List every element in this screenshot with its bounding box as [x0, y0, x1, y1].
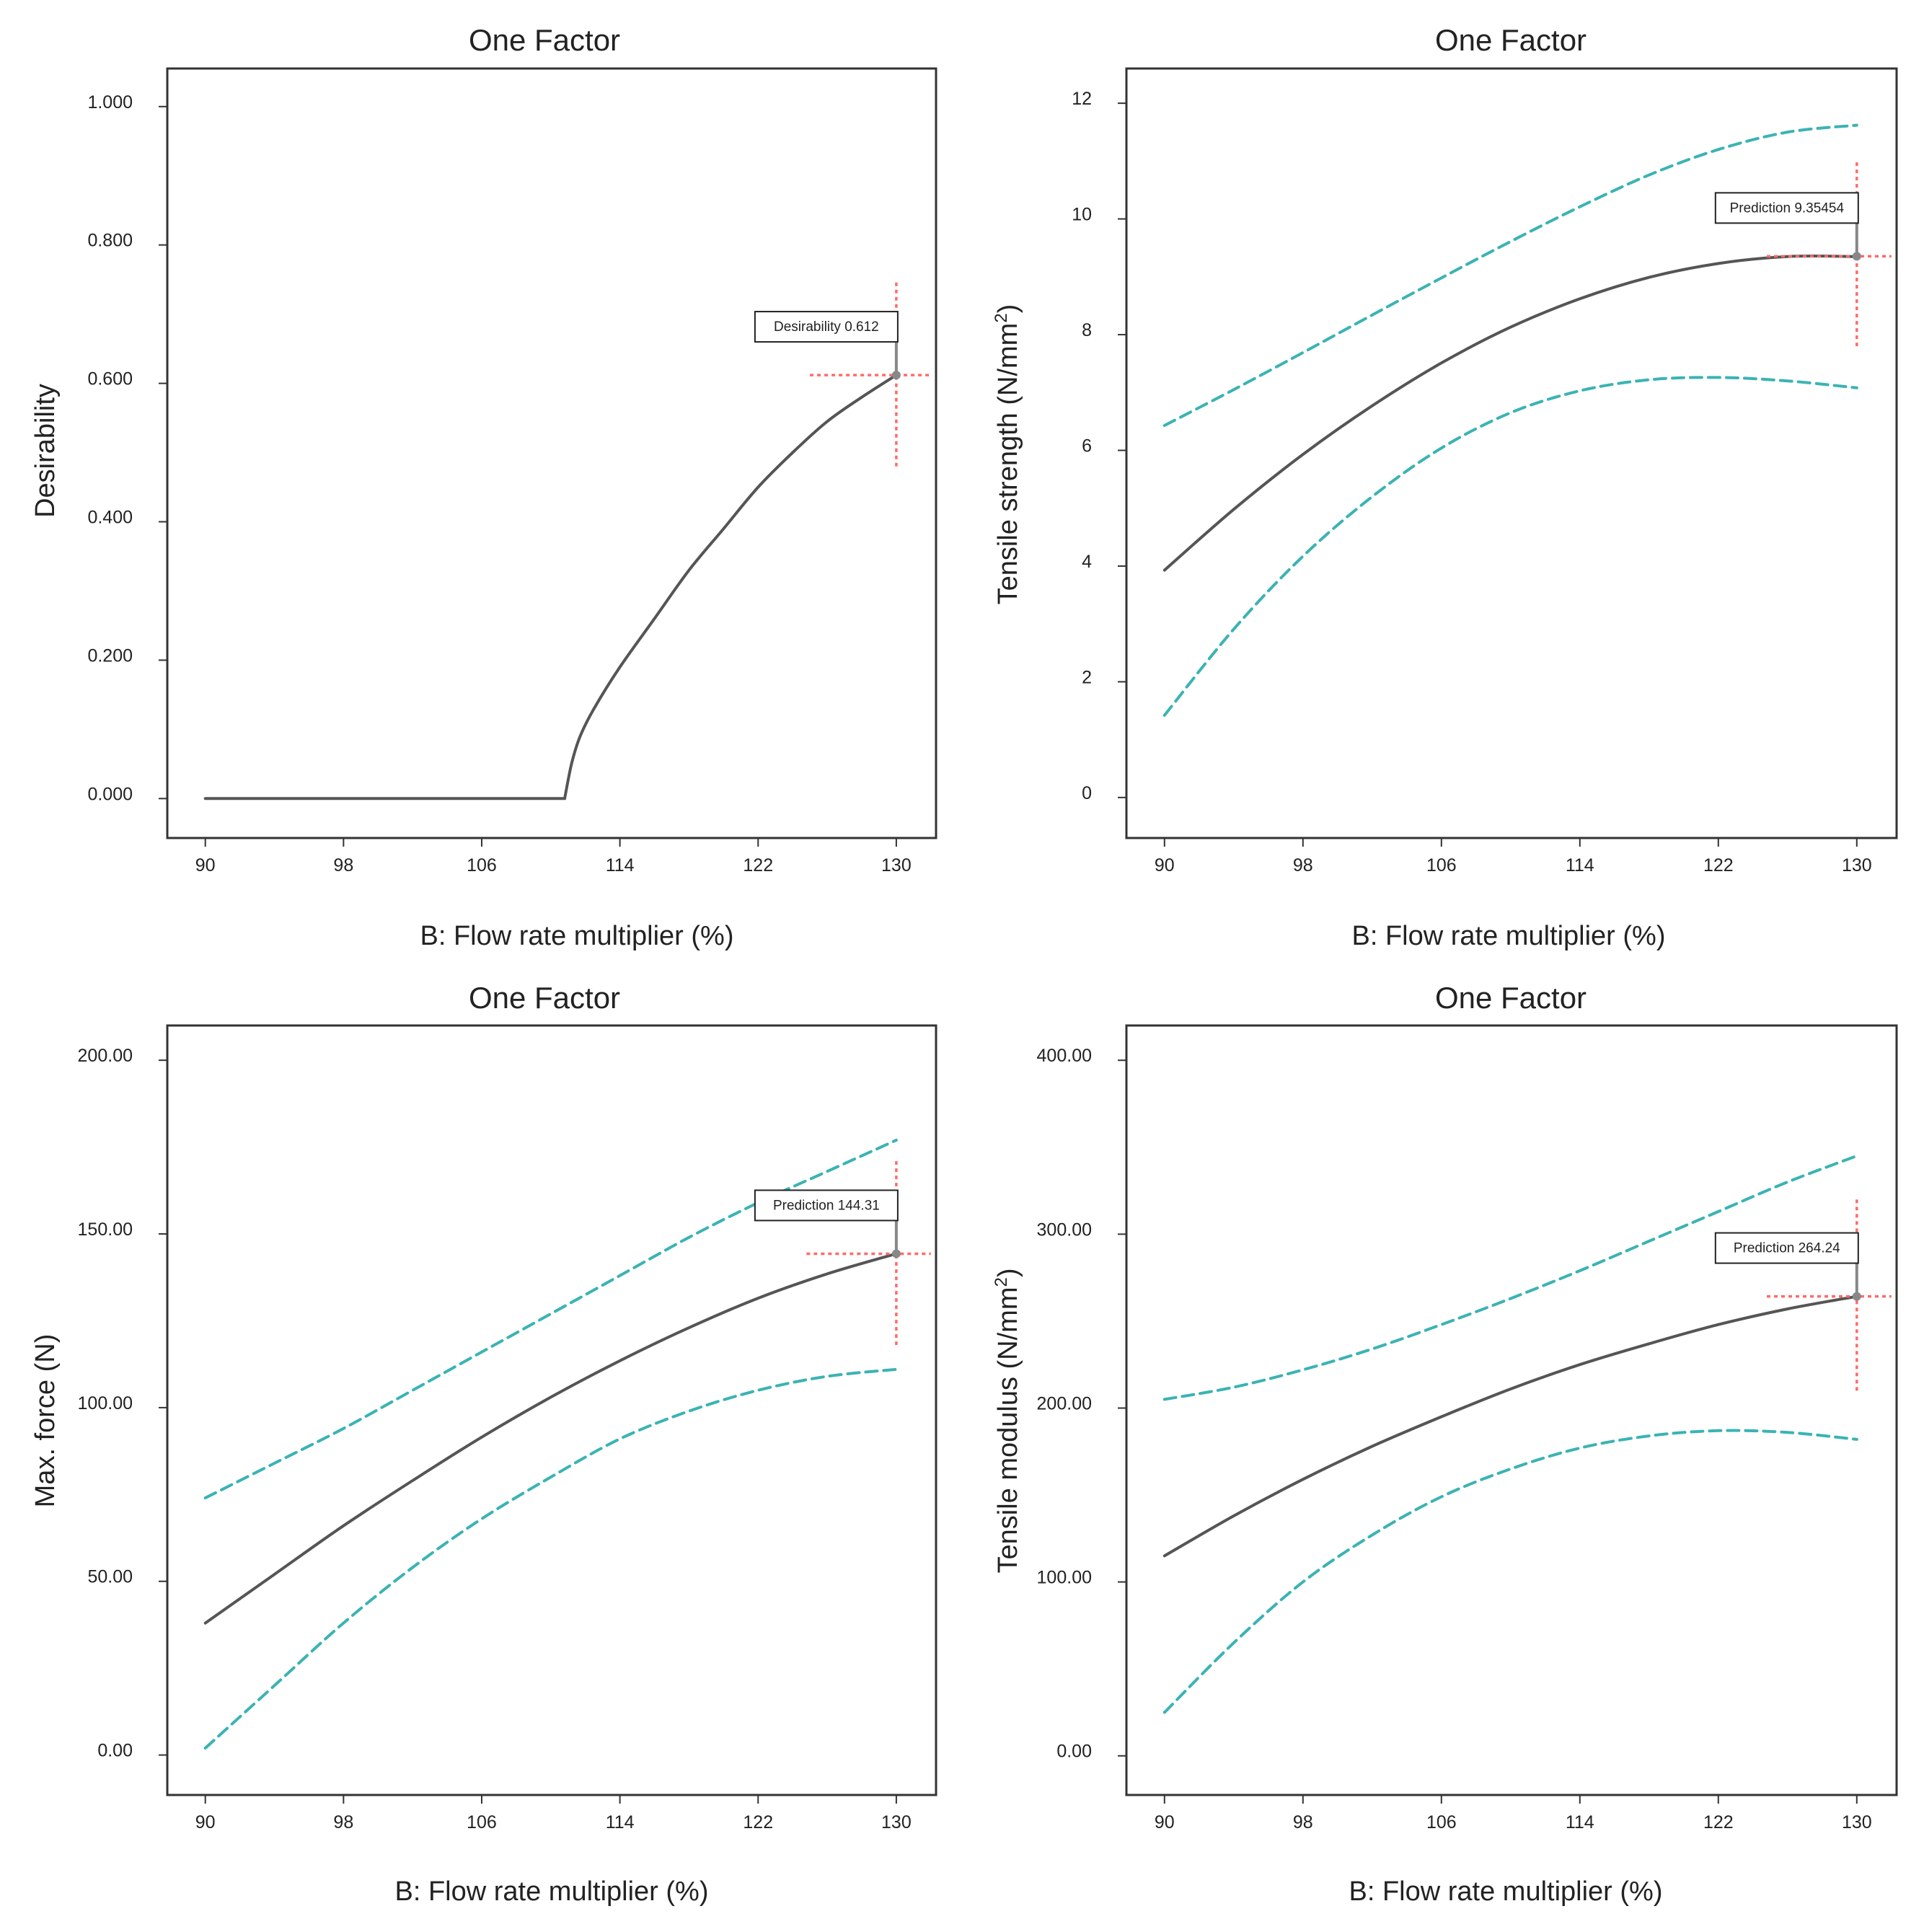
confidence-band-line — [203, 1367, 898, 1750]
x-tick-label: 106 — [1426, 1812, 1457, 1832]
prediction-line — [1162, 254, 1858, 572]
prediction-point — [891, 1249, 901, 1258]
prediction-label: Prediction 264.24 — [1734, 1241, 1840, 1256]
x-tick-label: 106 — [1426, 855, 1457, 875]
x-tick-label: 98 — [1293, 1812, 1313, 1832]
x-tick-label: 98 — [333, 855, 353, 875]
prediction-line — [203, 1252, 898, 1625]
y-axis-label-text: Max. force (N) — [30, 1334, 61, 1508]
y-tick-label: 100.00 — [78, 1393, 133, 1413]
x-tick-label: 122 — [1703, 1812, 1734, 1832]
confidence-band-line — [1162, 1154, 1858, 1401]
x-tick-label: 122 — [743, 1812, 773, 1832]
y-tick-label: 150.00 — [78, 1219, 133, 1240]
plot-frame — [1125, 67, 1898, 839]
y-tick-label: 10 — [1072, 205, 1092, 225]
prediction-point — [891, 371, 901, 380]
prediction-label: Desirability 0.612 — [774, 319, 879, 335]
x-tick-label: 90 — [195, 855, 216, 875]
y-axis-label: Desirability — [30, 384, 61, 518]
x-tick-label: 114 — [606, 1812, 635, 1832]
x-tick-label: 122 — [1703, 855, 1734, 875]
x-tick-label: 106 — [467, 855, 497, 875]
x-tick-label: 98 — [333, 1812, 353, 1832]
prediction-point — [1852, 252, 1861, 261]
y-axis-label: Tensile modulus (N/mm2) — [992, 1268, 1023, 1573]
prediction-line — [203, 374, 898, 800]
y-axis-label-text: Tensile modulus (N/mm — [993, 1287, 1023, 1574]
chart-title: One Factor — [1435, 981, 1587, 1015]
x-tick-label: 106 — [467, 1812, 497, 1832]
plot-frame — [1125, 1024, 1898, 1796]
x-axis-label: B: Flow rate multiplier (%) — [420, 921, 734, 951]
chart-panel-2: One Factor 90 98 106 114 122 130 0 2 4 6 8 10 12 B: Fl… — [992, 23, 1898, 951]
x-tick-label: 90 — [1155, 855, 1175, 875]
y-axis-label-superscript: 2 — [992, 1277, 1011, 1287]
confidence-band-line — [1162, 1429, 1858, 1714]
y-tick-label: 1.000 — [87, 92, 133, 113]
y-axis-label-suffix: ) — [993, 1268, 1023, 1277]
chart-title: One Factor — [1435, 23, 1587, 57]
y-axis-label: Max. force (N) — [30, 1334, 61, 1508]
y-tick-label: 200.00 — [1037, 1393, 1092, 1413]
y-axis-label-text: Desirability — [30, 384, 61, 518]
prediction-point — [1852, 1292, 1861, 1301]
x-tick-label: 130 — [881, 855, 912, 875]
y-axis-label-text: Tensile strength (N/mm — [993, 323, 1023, 605]
x-axis-label: B: Flow rate multiplier (%) — [1352, 921, 1666, 951]
x-axis-label: B: Flow rate multiplier (%) — [1349, 1876, 1663, 1907]
y-tick-label: 8 — [1082, 320, 1092, 340]
y-tick-label: 0.00 — [97, 1741, 133, 1761]
chart-panel-3: One Factor 90 98 106 114 122 130 0.00 50.00 100.0… — [30, 981, 937, 1907]
confidence-band-line — [1162, 376, 1858, 717]
x-tick-label: 130 — [1842, 855, 1872, 875]
y-tick-label: 0.00 — [1056, 1742, 1092, 1762]
plot-frame — [166, 1024, 937, 1796]
x-tick-label: 130 — [1842, 1812, 1872, 1832]
x-tick-label: 114 — [1566, 1812, 1594, 1832]
prediction-label-box — [1714, 1232, 1859, 1264]
x-axis-label: B: Flow rate multiplier (%) — [395, 1876, 709, 1907]
x-tick-label: 114 — [1566, 855, 1594, 875]
y-tick-label: 0.400 — [87, 507, 133, 527]
prediction-label-box — [754, 1189, 899, 1222]
y-tick-label: 12 — [1072, 89, 1092, 109]
chart-title: One Factor — [469, 23, 620, 57]
y-tick-label: 0.200 — [87, 645, 133, 666]
prediction-label: Prediction 144.31 — [773, 1198, 880, 1213]
prediction-label-box — [754, 311, 899, 343]
x-tick-label: 90 — [195, 1812, 216, 1832]
y-tick-label: 100.00 — [1037, 1568, 1092, 1588]
y-tick-label: 50.00 — [87, 1567, 133, 1587]
y-tick-label: 200.00 — [78, 1046, 133, 1066]
confidence-band-line — [1162, 123, 1858, 427]
prediction-label: Prediction 9.35454 — [1730, 200, 1845, 216]
x-tick-label: 90 — [1155, 1812, 1175, 1832]
y-axis-label: Tensile strength (N/mm2) — [992, 304, 1023, 605]
y-tick-label: 0.000 — [87, 784, 133, 804]
plot-frame — [166, 67, 937, 839]
chart-title: One Factor — [469, 981, 620, 1015]
prediction-line — [1162, 1294, 1858, 1558]
y-axis-label-superscript: 2 — [992, 313, 1011, 322]
y-tick-label: 300.00 — [1037, 1219, 1092, 1240]
x-tick-label: 98 — [1293, 855, 1313, 875]
x-tick-label: 122 — [743, 855, 773, 875]
prediction-label-box — [1714, 192, 1859, 224]
y-tick-label: 6 — [1082, 436, 1092, 456]
x-tick-label: 130 — [881, 1812, 912, 1832]
y-tick-label: 4 — [1082, 552, 1092, 572]
y-tick-label: 0.600 — [87, 369, 133, 389]
y-tick-label: 0 — [1082, 783, 1092, 803]
y-tick-label: 400.00 — [1037, 1046, 1092, 1066]
chart-panel-4: One Factor 90 98 106 114 122 130 0.00 100.00 200.… — [992, 981, 1898, 1907]
y-axis-label-suffix: ) — [993, 304, 1023, 314]
chart-panel-1: One Factor 90 98 106 114 122 130 0.000 0.200 0.40… — [30, 23, 937, 951]
x-tick-label: 114 — [606, 855, 635, 875]
y-tick-label: 2 — [1082, 667, 1092, 687]
y-tick-label: 0.800 — [87, 231, 133, 251]
